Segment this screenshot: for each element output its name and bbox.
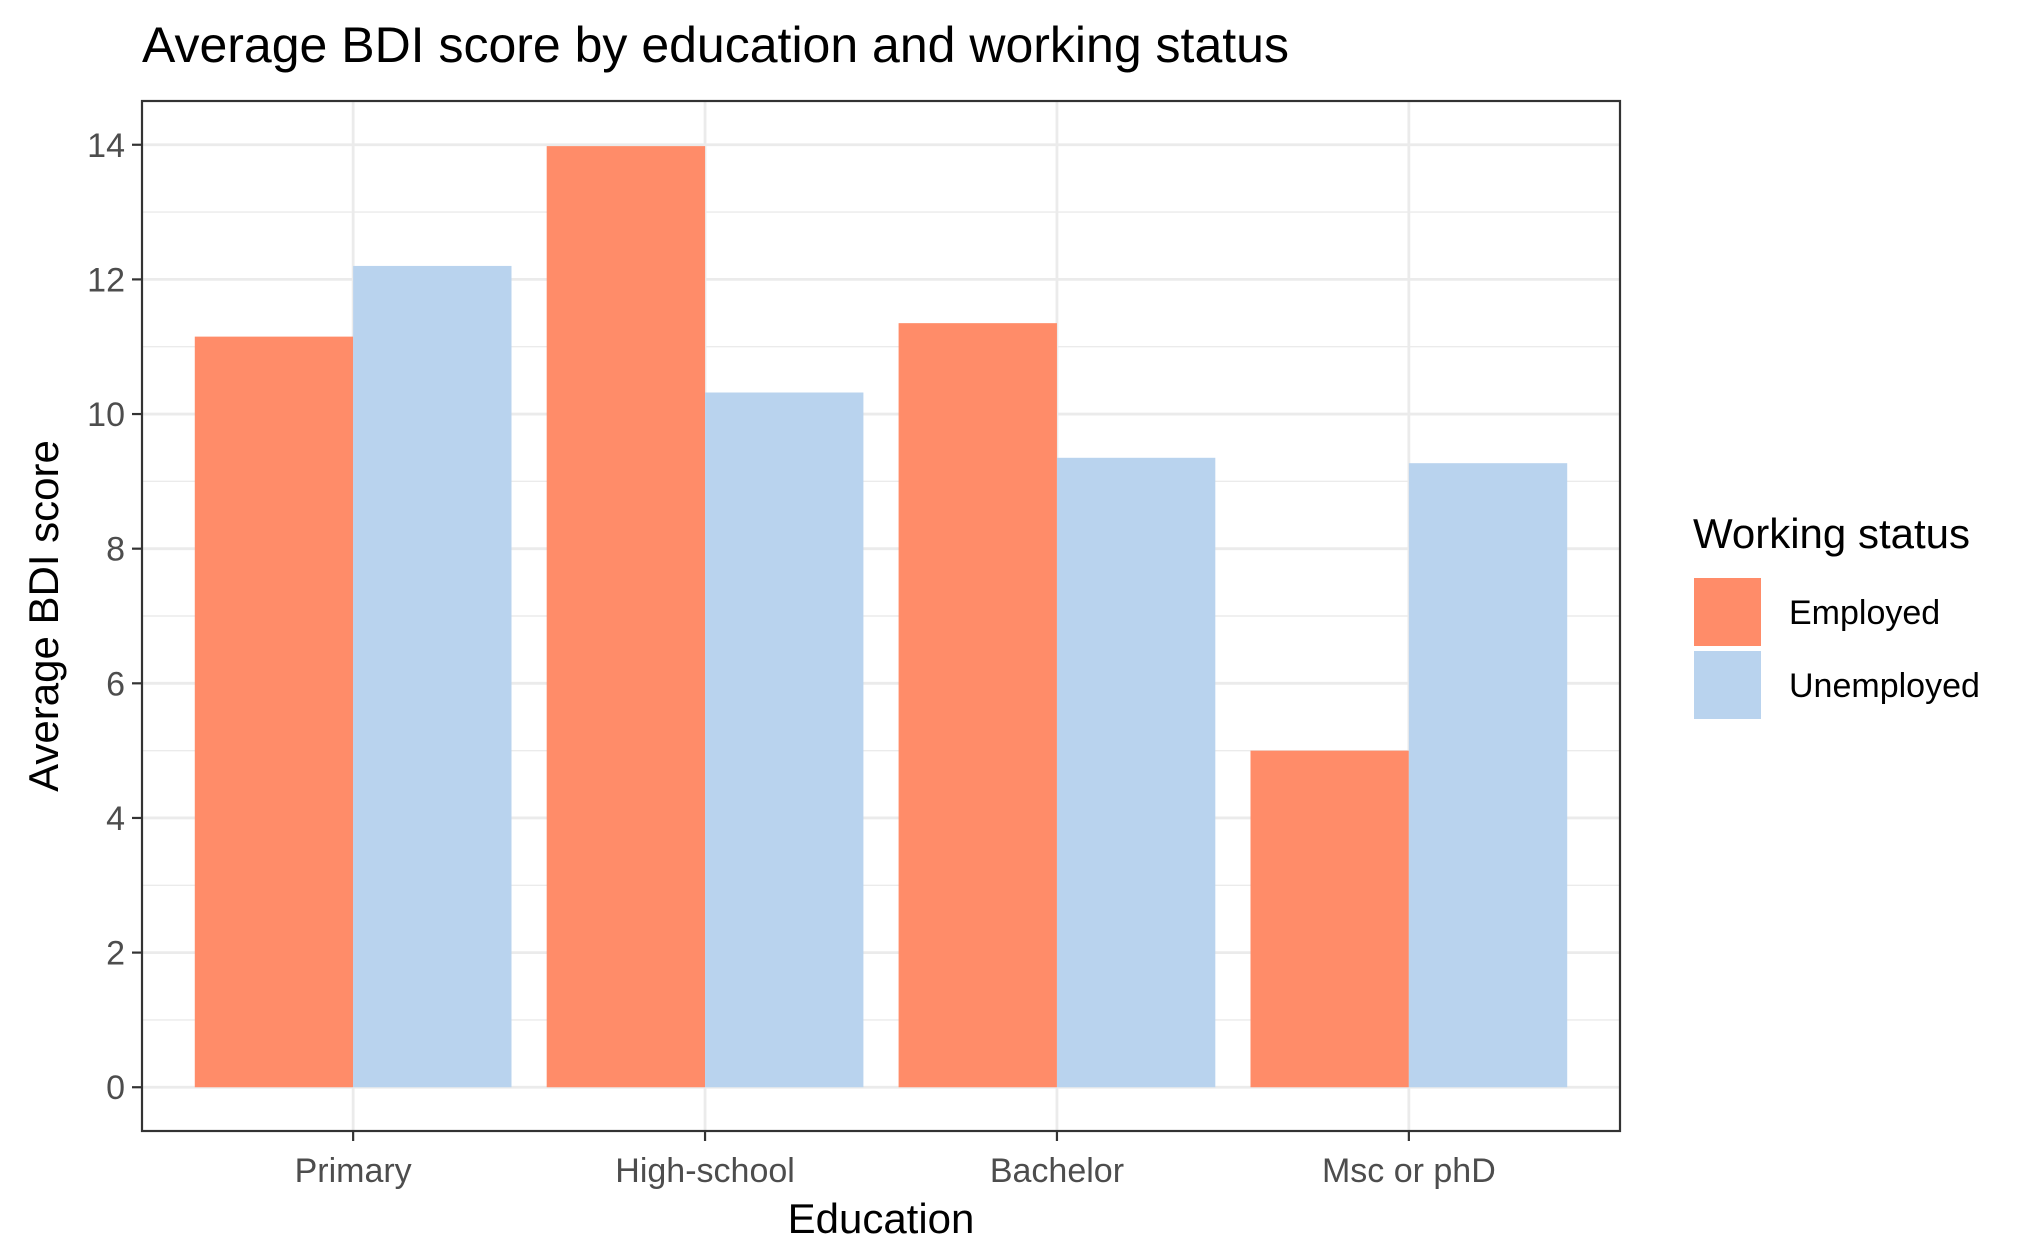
x-axis: Primary High-school Bachelor Msc or phD — [295, 1131, 1496, 1190]
bars — [194, 146, 1568, 1088]
chart-title: Average BDI score by education and worki… — [142, 17, 1289, 73]
y-tick-label: 14 — [87, 127, 125, 165]
bar-employed-primary — [194, 336, 354, 1088]
legend-items: Employed Unemployed — [1694, 578, 1980, 719]
bar-unemployed-msc-or-phd — [1408, 463, 1568, 1088]
legend-title: Working status — [1693, 510, 1970, 557]
legend: Working status Employed Unemployed — [1693, 510, 1980, 719]
x-tick-label: High-school — [615, 1152, 795, 1190]
legend-label-unemployed: Unemployed — [1789, 667, 1980, 705]
y-tick-label: 8 — [106, 531, 125, 569]
bar-employed-high-school — [546, 146, 706, 1088]
bar-employed-msc-or-phd — [1250, 750, 1409, 1088]
legend-key-unemployed — [1694, 651, 1761, 719]
plot-panel-border — [140, 99, 1622, 1133]
y-tick-label: 4 — [106, 800, 125, 838]
y-tick-label: 2 — [106, 935, 125, 973]
y-tick-label: 0 — [106, 1069, 125, 1107]
y-axis: 0 2 4 6 8 10 12 14 — [87, 127, 142, 1107]
x-tick-label: Bachelor — [990, 1152, 1124, 1190]
y-axis-title: Average BDI score — [20, 440, 67, 792]
x-tick-label: Primary — [295, 1152, 412, 1190]
bar-employed-bachelor — [898, 323, 1057, 1088]
bar-unemployed-primary — [353, 265, 512, 1088]
bar-unemployed-bachelor — [1056, 457, 1216, 1088]
legend-label-employed: Employed — [1789, 594, 1940, 632]
y-tick-label: 6 — [106, 665, 125, 703]
y-tick-label: 12 — [87, 261, 125, 299]
x-tick-label: Msc or phD — [1322, 1152, 1496, 1190]
y-tick-label: 10 — [87, 396, 125, 434]
legend-key-employed — [1694, 578, 1761, 646]
bar-unemployed-high-school — [705, 392, 864, 1088]
x-axis-title: Education — [788, 1195, 975, 1242]
